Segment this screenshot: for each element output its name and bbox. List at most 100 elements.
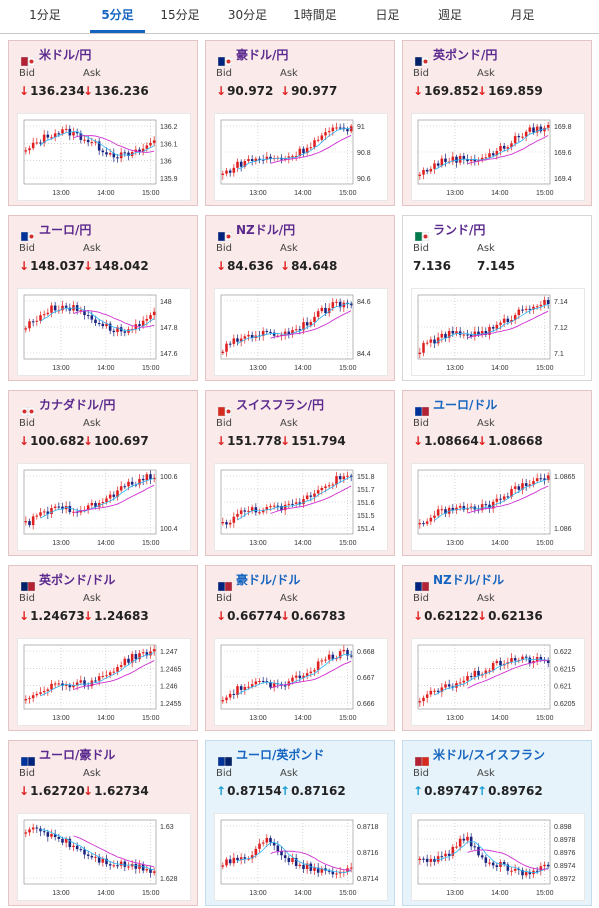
candle-body — [309, 322, 313, 326]
y-tick-label: 151.7 — [357, 487, 375, 494]
candle-body — [86, 315, 90, 317]
candle-body — [287, 681, 291, 686]
mini-chart[interactable]: 148 147.8 147.6 13:00 14:00 15:00 — [17, 288, 191, 376]
candle-body — [291, 156, 294, 158]
currency-card[interactable]: 米ドル/円 Bid Ask ↓136.234 ↓136.236 136.2 136.1 136… — [8, 40, 198, 206]
candle-body — [31, 142, 35, 149]
bid-label: Bid — [19, 593, 35, 604]
currency-card[interactable]: NZドル/円 Bid Ask ↓84.636 ↓84.648 84.6 84.4 13:00 1… — [205, 215, 395, 381]
candle-body — [236, 161, 239, 168]
price-value: 0.66783 — [291, 609, 346, 623]
tab-4[interactable]: 1時間足 — [293, 8, 337, 22]
currency-card[interactable]: ユーロ/豪ドル Bid Ask ↓1.62720 ↓1.62734 1.63 1.628 13… — [8, 740, 198, 906]
mini-chart[interactable]: 0.898 0.8978 0.8976 0.8974 0.8972 13:00 14:00 1… — [411, 813, 585, 901]
y-tick-label: 1.246 — [160, 684, 178, 691]
mini-chart[interactable]: 0.8718 0.8716 0.8714 13:00 14:00 15:00 — [214, 813, 388, 901]
candle-body — [436, 163, 440, 166]
pair-title[interactable]: 米ドル/スイスフラン — [433, 748, 546, 762]
pair-title[interactable]: NZドル/ドル — [433, 573, 505, 587]
arrow-up-icon: ↑ — [477, 784, 488, 798]
pair-title[interactable]: ユーロ/豪ドル — [39, 748, 116, 762]
currency-card[interactable]: スイスフラン/円 Bid Ask ↓151.778 ↓151.794 151.8 151.7… — [205, 390, 395, 556]
currency-card[interactable]: 米ドル/スイスフラン Bid Ask ↑0.89747 ↑0.89762 0.898 0.8… — [402, 740, 592, 906]
candle-body — [316, 490, 320, 494]
tab-6[interactable]: 週足 — [437, 8, 462, 22]
candle-body — [313, 670, 316, 672]
tab-5[interactable]: 日足 — [375, 8, 400, 22]
candle-body — [422, 343, 425, 353]
currency-card[interactable]: 豪ドル/円 Bid Ask ↓90.972 ↓90.977 91 90.8 90.6 13:00… — [205, 40, 395, 206]
ma-short-line — [434, 303, 549, 345]
candle-body — [112, 494, 116, 497]
mini-chart[interactable]: 1.247 1.2465 1.246 1.2455 13:00 14:00 15:00 — [17, 638, 191, 726]
candle-body — [477, 846, 480, 856]
pair-title[interactable]: ユーロ/ドル — [433, 398, 498, 412]
candle-body — [225, 170, 228, 174]
pair-title[interactable]: 英ポンド/ドル — [39, 573, 116, 587]
currency-card[interactable]: カナダドル/円 Bid Ask ↓100.682 ↓100.697 100.6 100.4 1… — [8, 390, 198, 556]
pair-title[interactable]: 英ポンド/円 — [433, 48, 498, 62]
pair-title[interactable]: ユーロ/英ポンド — [236, 748, 325, 762]
candle-body — [97, 856, 101, 863]
y-tick-label: 147.6 — [160, 351, 178, 358]
currency-card[interactable]: ユーロ/円 Bid Ask ↓148.037 ↓148.042 148 147.8 147.6… — [8, 215, 198, 381]
ma-long-line — [467, 310, 549, 339]
candle-body — [521, 136, 524, 138]
mini-chart[interactable]: 151.8 151.7 151.6 151.5 151.4 13:00 14:00 15:00 — [214, 463, 388, 551]
tab-2[interactable]: 15分足 — [160, 8, 200, 22]
currency-card[interactable]: 豪ドル/ドル Bid Ask ↓0.66774 ↓0.66783 0.668 0.667 0.… — [205, 565, 395, 731]
currency-card[interactable]: NZドル/ドル Bid Ask ↓0.62122 ↓0.62136 0.622 0.6215… — [402, 565, 592, 731]
candle-body — [462, 680, 466, 683]
candle-body — [429, 858, 433, 862]
price-value: 7.136 — [413, 259, 451, 273]
currency-card[interactable]: 英ポンド/ドル Bid Ask ↓1.24673 ↓1.24683 1.247 1.2465… — [8, 565, 198, 731]
candle-body — [466, 676, 469, 681]
y-tick-label: 0.666 — [357, 701, 375, 708]
mini-chart[interactable]: 91 90.8 90.6 13:00 14:00 15:00 — [214, 113, 388, 201]
candle-body — [499, 861, 502, 868]
mini-chart[interactable]: 100.6 100.4 13:00 14:00 15:00 — [17, 463, 191, 551]
candle-body — [528, 484, 532, 486]
mini-chart[interactable]: 7.14 7.12 7.1 13:00 14:00 15:00 — [411, 288, 585, 376]
candle-body — [24, 699, 28, 701]
pair-title[interactable]: ランド/円 — [433, 223, 486, 237]
candle-body — [433, 690, 436, 692]
candle-body — [265, 507, 269, 510]
tab-3[interactable]: 30分足 — [227, 8, 268, 22]
pair-title[interactable]: 豪ドル/円 — [236, 48, 289, 62]
pair-title[interactable]: NZドル/円 — [236, 223, 296, 237]
candle-body — [31, 827, 35, 830]
currency-card[interactable]: ユーロ/ドル Bid Ask ↓1.08664 ↓1.08668 1.0865 1.086 1… — [402, 390, 592, 556]
pair-title[interactable]: 豪ドル/ドル — [236, 573, 301, 587]
candle-body — [53, 133, 57, 138]
mini-chart[interactable]: 0.668 0.667 0.666 13:00 14:00 15:00 — [214, 638, 388, 726]
pair-title[interactable]: スイスフラン/円 — [236, 398, 325, 412]
tab-1[interactable]: 5分足 — [90, 0, 145, 33]
currency-card[interactable]: 英ポンド/円 Bid Ask ↓169.852 ↓169.859 169.8 169.6 16… — [402, 40, 592, 206]
candle-body — [236, 338, 239, 342]
pair-title[interactable]: カナダドル/円 — [39, 398, 116, 412]
mini-chart[interactable]: 1.63 1.628 13:00 14:00 15:00 — [17, 813, 191, 901]
candle-body — [75, 845, 79, 850]
tab-0[interactable]: 1分足 — [29, 8, 61, 22]
candle-body — [225, 522, 228, 525]
bid-value: ↑0.89747 — [413, 784, 479, 798]
ask-value: ↓1.08668 — [477, 434, 543, 448]
mini-chart[interactable]: 84.6 84.4 13:00 14:00 15:00 — [214, 288, 388, 376]
currency-card[interactable]: ユーロ/英ポンド Bid Ask ↑0.87154 ↑0.87162 0.8718 0.87… — [205, 740, 395, 906]
mini-chart[interactable]: 136.2 136.1 136 135.9 13:00 14:00 15:00 — [17, 113, 191, 201]
ma-short-line — [40, 829, 155, 871]
x-tick-label: 15:00 — [142, 365, 160, 372]
candle-body — [116, 865, 119, 867]
tab-7[interactable]: 月足 — [510, 8, 535, 22]
ma-short-line — [40, 131, 155, 156]
pair-title[interactable]: 米ドル/円 — [39, 48, 92, 62]
pair-title[interactable]: ユーロ/円 — [39, 223, 92, 237]
mini-chart[interactable]: 0.622 0.6215 0.621 0.6205 13:00 14:00 15:00 — [411, 638, 585, 726]
currency-card[interactable]: ランド/円 Bid Ask 7.136 7.145 7.14 7.12 7.1 13:00 14:… — [402, 215, 592, 381]
y-tick-label: 136 — [160, 159, 172, 166]
flag-icon — [20, 51, 36, 67]
mini-chart[interactable]: 169.8 169.6 169.4 13:00 14:00 15:00 — [411, 113, 585, 201]
y-tick-label: 169.8 — [554, 124, 572, 131]
mini-chart[interactable]: 1.0865 1.086 13:00 14:00 15:00 — [411, 463, 585, 551]
